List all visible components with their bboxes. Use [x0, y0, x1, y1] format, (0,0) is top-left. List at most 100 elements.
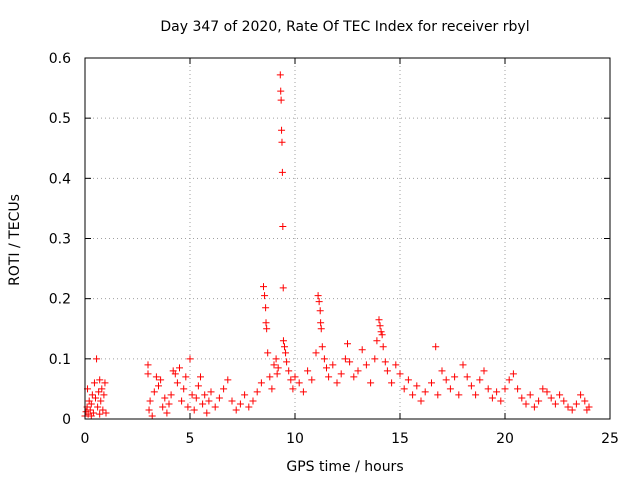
data-point: [442, 376, 450, 384]
data-point: [241, 391, 249, 399]
data-point: [148, 412, 156, 420]
data-point: [87, 412, 95, 420]
data-point: [318, 343, 326, 351]
data-point: [253, 388, 261, 396]
data-point: [379, 343, 387, 351]
data-point: [377, 328, 385, 336]
data-point: [455, 391, 463, 399]
data-point: [171, 370, 179, 378]
data-point: [472, 391, 480, 399]
data-point: [186, 355, 194, 363]
data-point: [404, 376, 412, 384]
data-point: [152, 373, 160, 381]
data-point: [197, 373, 204, 381]
data-point: [262, 319, 270, 327]
data-point: [577, 391, 585, 399]
data-point: [497, 397, 505, 405]
data-point: [232, 406, 240, 414]
data-point: [388, 379, 396, 387]
data-point: [413, 382, 421, 390]
data-point: [362, 361, 370, 369]
data-point: [278, 126, 286, 134]
data-point: [97, 397, 105, 405]
data-point: [86, 406, 94, 414]
data-point: [446, 385, 454, 393]
data-point: [281, 343, 288, 351]
data-point: [376, 322, 384, 330]
data-point: [285, 367, 293, 375]
data-point: [205, 397, 213, 405]
data-point: [87, 400, 95, 408]
data-point: [585, 403, 593, 411]
grid-layer: [85, 58, 610, 419]
data-point: [375, 316, 383, 324]
data-point: [378, 331, 386, 339]
data-point: [459, 361, 467, 369]
data-point: [514, 385, 522, 393]
data-point: [93, 355, 101, 363]
data-point: [100, 391, 108, 399]
data-point: [329, 361, 337, 369]
data-point: [228, 397, 236, 405]
ticks-layer: 0 5 10 15 20 25 0 0.1 0.2 0.3 0.4 0.5 0.6: [49, 51, 619, 447]
data-point: [201, 391, 209, 399]
data-point: [373, 337, 381, 345]
data-point: [434, 391, 442, 399]
data-point: [350, 373, 358, 381]
data-point: [317, 325, 325, 333]
data-point: [279, 337, 287, 345]
chart-title: Day 347 of 2020, Rate Of TEC Index for r…: [160, 19, 529, 35]
data-point: [484, 385, 492, 393]
plot-frame: [84, 57, 611, 420]
y-tick-label: 0.2: [49, 292, 71, 308]
data-point: [263, 325, 271, 333]
data-point: [526, 391, 534, 399]
data-point: [320, 355, 328, 363]
data-point: [161, 394, 169, 402]
data-point: [224, 376, 232, 384]
data-point: [283, 358, 291, 366]
data-point: [220, 385, 228, 393]
data-point: [278, 168, 286, 176]
data-point: [274, 364, 282, 372]
data-point: [358, 346, 366, 354]
data-point: [99, 406, 107, 414]
data-point: [182, 373, 190, 381]
data-point: [530, 403, 538, 411]
data-point: [173, 379, 181, 387]
data-point: [199, 400, 207, 408]
data-point: [314, 292, 322, 300]
data-point: [207, 388, 215, 396]
data-point: [438, 367, 446, 375]
data-point: [282, 349, 290, 357]
y-tick-label: 0.3: [49, 232, 71, 248]
data-point: [92, 394, 99, 402]
data-point: [276, 71, 284, 79]
data-point: [278, 138, 286, 146]
data-point: [344, 340, 351, 348]
data-point: [150, 388, 158, 396]
data-point: [203, 409, 211, 417]
data-point: [354, 367, 362, 375]
data-point: [279, 222, 287, 230]
data-point: [417, 397, 425, 405]
data-point: [245, 403, 253, 411]
data-point: [325, 373, 333, 381]
data-point: [163, 409, 171, 417]
data-point: [277, 87, 285, 95]
data-point: [277, 96, 285, 104]
data-point: [178, 397, 186, 405]
data-point: [90, 379, 98, 387]
data-point: [88, 391, 96, 399]
data-point: [572, 400, 580, 408]
data-point: [480, 367, 488, 375]
data-point: [522, 400, 530, 408]
data-point: [95, 388, 103, 396]
data-point: [215, 394, 223, 402]
data-point: [315, 298, 323, 306]
data-point: [94, 403, 102, 411]
y-tick-label: 0.6: [49, 51, 71, 67]
data-point: [270, 361, 278, 369]
data-point: [323, 364, 330, 372]
data-point: [272, 355, 280, 363]
